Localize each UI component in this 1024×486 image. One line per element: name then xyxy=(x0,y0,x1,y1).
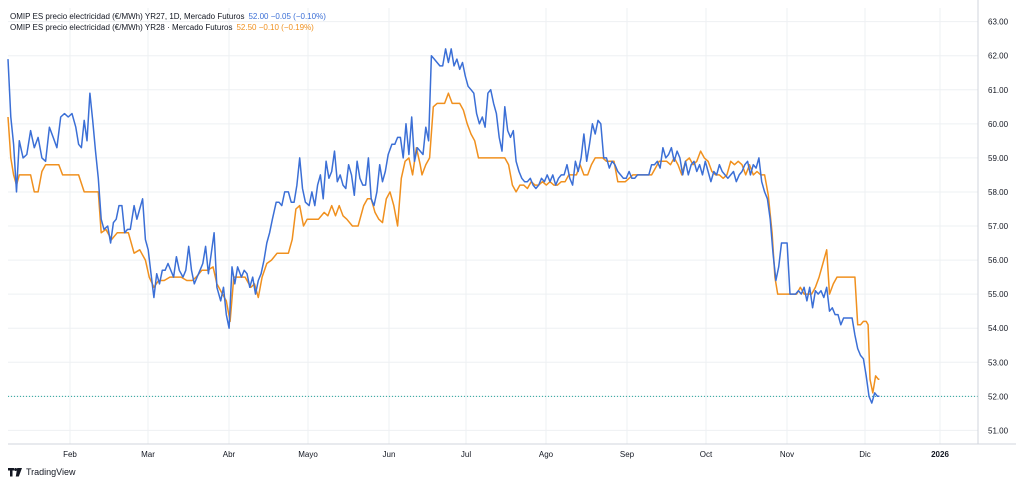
x-tick-label: Abr xyxy=(223,450,236,459)
x-tick-label: Oct xyxy=(700,450,713,459)
tradingview-branding[interactable]: TradingView xyxy=(8,467,76,477)
grid-lines xyxy=(8,8,978,444)
y-tick-label: 53.00 xyxy=(988,358,1009,367)
y-tick-label: 55.00 xyxy=(988,290,1009,299)
y-tick-label: 60.00 xyxy=(988,120,1009,129)
legend-value-yr28: 52.50 −0.10 (−0.19%) xyxy=(236,23,314,32)
chart-legend: OMIP ES precio electricidad (€/MWh) YR27… xyxy=(10,11,326,33)
series-line-yr28 xyxy=(7,92,880,394)
y-tick-label: 51.00 xyxy=(988,426,1009,435)
legend-entry-yr28: OMIP ES precio electricidad (€/MWh) YR28… xyxy=(10,22,326,33)
y-tick-label: 52.00 xyxy=(988,392,1009,401)
x-tick-label: Dic xyxy=(859,450,871,459)
tradingview-logo-icon xyxy=(8,467,22,476)
legend-entry-yr27: OMIP ES precio electricidad (€/MWh) YR27… xyxy=(10,11,326,22)
legend-value-yr27: 52.00 −0.05 (−0.10%) xyxy=(248,12,326,21)
y-tick-label: 63.00 xyxy=(988,18,1009,27)
x-tick-label: Mar xyxy=(141,450,155,459)
series-line-yr27 xyxy=(7,48,880,404)
legend-label-yr28: OMIP ES precio electricidad (€/MWh) YR28… xyxy=(10,23,233,32)
y-tick-label: 59.00 xyxy=(988,154,1009,163)
x-tick-label: Jun xyxy=(383,450,396,459)
x-tick-label: Mayo xyxy=(298,450,318,459)
y-tick-label: 62.00 xyxy=(988,52,1009,61)
x-tick-label: Ago xyxy=(539,450,554,459)
y-tick-label: 57.00 xyxy=(988,222,1009,231)
x-axis: Feb Mar Abr Mayo Jun Jul Ago Sep Oct Nov Dic 2026 xyxy=(8,443,1016,459)
y-tick-label: 61.00 xyxy=(988,86,1009,95)
x-tick-label: Jul xyxy=(461,450,471,459)
legend-label-yr27: OMIP ES precio electricidad (€/MWh) YR27… xyxy=(10,12,245,21)
y-tick-label: 54.00 xyxy=(988,324,1009,333)
y-tick-label: 56.00 xyxy=(988,256,1009,265)
y-tick-label: 58.00 xyxy=(988,188,1009,197)
x-tick-label: Nov xyxy=(780,450,794,459)
y-axis: 63.00 62.00 61.00 60.00 59.00 58.00 57.00 56.00… xyxy=(977,0,1009,444)
x-tick-label: Sep xyxy=(620,450,635,459)
tradingview-logo-text: TradingView xyxy=(26,467,76,477)
x-tick-label: Feb xyxy=(63,450,77,459)
series-lines xyxy=(7,48,880,404)
x-tick-label: 2026 xyxy=(931,450,949,459)
